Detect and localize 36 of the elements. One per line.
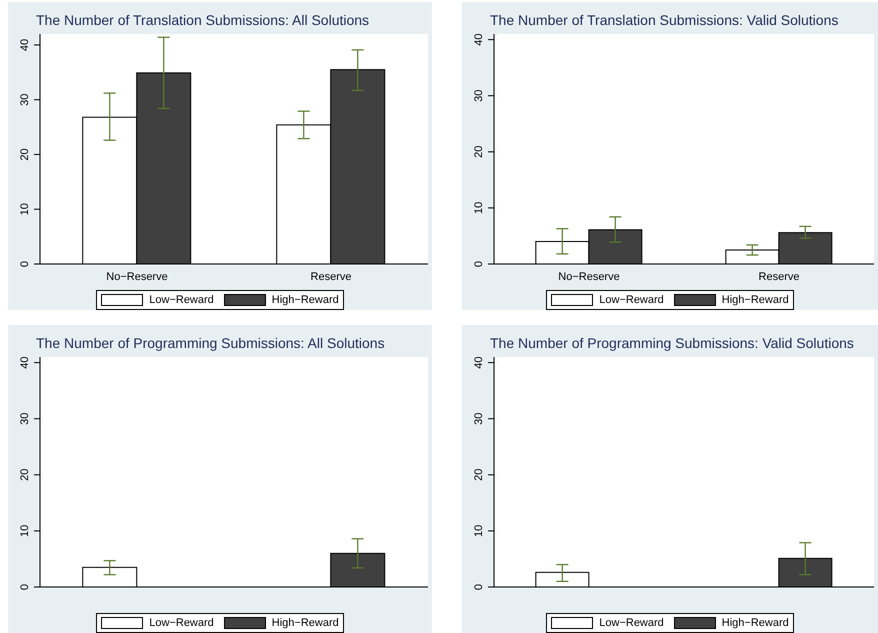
y-tick-label: 10: [473, 202, 485, 214]
y-tick-label: 0: [19, 584, 31, 590]
y-tick-label: 40: [473, 33, 485, 46]
chart-title: The Number of Programming Submissions: Valid Solutions: [490, 335, 854, 351]
chart-title: The Number of Translation Submissions: All Solutions: [36, 12, 370, 28]
legend-label: Low−Reward: [149, 617, 214, 629]
y-tick-label: 20: [473, 146, 485, 158]
y-tick-label: 30: [19, 94, 31, 106]
y-tick-label: 10: [19, 524, 31, 538]
legend-label: Low−Reward: [149, 294, 214, 306]
y-tick-label: 10: [19, 203, 31, 216]
y-tick-label: 0: [473, 260, 485, 268]
x-tick-label: No−Reserve: [558, 270, 620, 283]
legend-label: Low−Reward: [599, 294, 664, 306]
y-tick-label: 30: [473, 90, 485, 102]
y-tick-label: 0: [473, 584, 485, 590]
legend-label: Low−Reward: [599, 617, 664, 629]
x-tick-label: Reserve: [758, 270, 800, 283]
y-tick-label: 0: [19, 260, 31, 268]
y-tick-label: 40: [473, 356, 485, 369]
y-tick-label: 40: [19, 356, 31, 369]
y-tick-label: 10: [473, 524, 485, 538]
chart-title: The Number of Programming Submissions: All Solutions: [36, 335, 385, 351]
y-tick-label: 20: [19, 468, 31, 481]
y-tick-label: 30: [19, 412, 31, 425]
y-tick-label: 40: [19, 38, 31, 52]
y-tick-label: 20: [19, 148, 31, 161]
x-tick-label: Reserve: [310, 270, 352, 283]
legend-label: High−Reward: [722, 617, 789, 629]
legend-label: High−Reward: [272, 294, 339, 306]
y-tick-label: 20: [473, 468, 485, 481]
x-tick-label: No−Reserve: [106, 270, 168, 283]
chart-title: The Number of Translation Submissions: Valid Solutions: [490, 12, 838, 28]
legend-label: High−Reward: [272, 617, 339, 629]
legend-label: High−Reward: [722, 294, 789, 306]
y-tick-label: 30: [473, 412, 485, 425]
